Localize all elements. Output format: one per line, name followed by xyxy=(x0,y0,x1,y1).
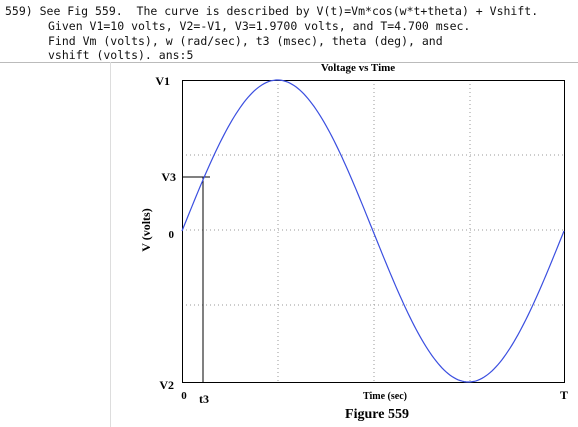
x-label: Time (sec) xyxy=(363,391,407,402)
question-line: vshift (volts). ans:5 xyxy=(48,48,194,62)
x-mark: T xyxy=(560,388,568,402)
y-mark: V3 xyxy=(161,170,176,184)
y-label: V (volts) xyxy=(139,208,153,251)
x-mark: 0 xyxy=(181,390,187,402)
caption: Figure 559 xyxy=(345,407,409,422)
curve xyxy=(181,79,565,383)
question-line: Find Vm (volts), w (rad/sec), t3 (msec),… xyxy=(48,34,443,48)
y-mark: V2 xyxy=(159,378,174,392)
question-line: Given V1=10 volts, V2=-V1, V3=1.9700 vol… xyxy=(48,19,471,33)
x-mark: t3 xyxy=(199,392,209,406)
y-mark: V1 xyxy=(155,74,170,88)
figure-title: Voltage vs Time xyxy=(321,62,395,74)
question-line: 559) See Fig 559. The curve is described… xyxy=(5,4,539,18)
figure: Voltage vs Time V1 V3 0 V2 0 t3 T Time (… xyxy=(0,62,578,427)
plot-frame xyxy=(182,80,565,383)
y-mark: 0 xyxy=(169,229,175,241)
